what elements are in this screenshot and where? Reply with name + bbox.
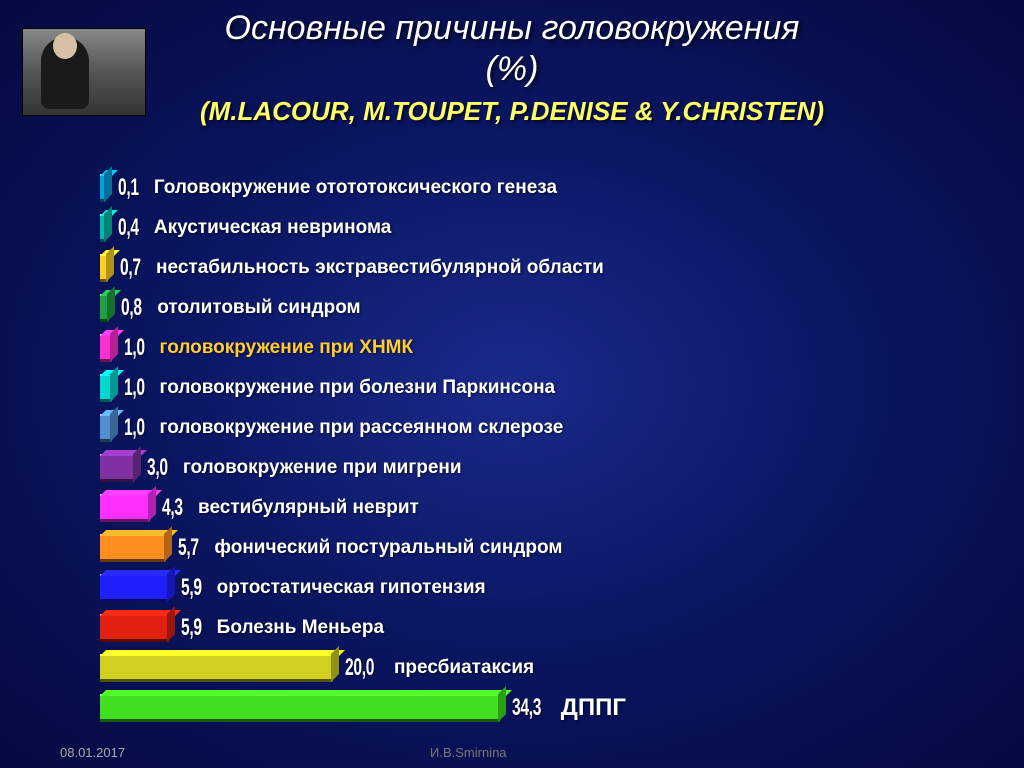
slide-subtitle: (M.LACOUR, M.TOUPET, P.DENISE & Y.CHRIST… — [0, 96, 1024, 127]
chart-bar — [100, 254, 108, 282]
chart-row: 0,1 Головокружение отототоксического гене… — [100, 170, 980, 206]
chart-value: 1,0 — [124, 414, 145, 442]
chart-bar — [100, 414, 112, 442]
chart-label: Болезнь Меньера — [217, 617, 384, 639]
slide-title: Основные причины головокружения (%) — [0, 0, 1024, 90]
chart-bar — [100, 614, 169, 642]
chart-label: отолитовый синдром — [157, 297, 360, 319]
chart-label: головокружение при ХНМК — [160, 337, 414, 359]
chart-bar — [100, 694, 500, 722]
chart-value: 1,0 — [124, 374, 145, 402]
chart-label: головокружение при мигрени — [183, 457, 462, 479]
chart-row: 3,0 головокружение при мигрени — [100, 450, 980, 486]
chart-value: 5,9 — [181, 614, 202, 642]
chart-bar — [100, 574, 169, 602]
chart-label: головокружение при болезни Паркинсона — [160, 377, 556, 399]
footer-date: 08.01.2017 — [60, 745, 125, 760]
chart-row: 1,0 головокружение при рассеянном склероз… — [100, 410, 980, 446]
causes-bar-chart: 0,1 Головокружение отототоксического гене… — [100, 170, 980, 730]
chart-bar — [100, 454, 135, 482]
chart-value: 4,3 — [162, 494, 183, 522]
chart-label: пресбиатаксия — [394, 657, 534, 679]
chart-value: 1,0 — [124, 334, 145, 362]
chart-value: 5,7 — [178, 534, 199, 562]
chart-bar — [100, 374, 112, 402]
chart-row: 20,0 пресбиатаксия — [100, 650, 980, 686]
chart-label: ортостатическая гипотензия — [217, 577, 486, 599]
presenter-avatar — [22, 28, 146, 116]
chart-bar — [100, 214, 106, 242]
chart-bar — [100, 334, 112, 362]
chart-label: ДППГ — [561, 694, 626, 722]
chart-row: 5,9 Болезнь Меньера — [100, 610, 980, 646]
chart-row: 0,7 нестабильность экстравестибулярной об… — [100, 250, 980, 286]
chart-value: 5,9 — [181, 574, 202, 602]
chart-row: 0,8 отолитовый синдром — [100, 290, 980, 326]
title-line-1: Основные причины головокружения — [225, 9, 800, 47]
chart-row: 4,3 вестибулярный неврит — [100, 490, 980, 526]
chart-label: фонический постуральный синдром — [214, 537, 562, 559]
chart-label: нестабильность экстравестибулярной облас… — [156, 257, 604, 279]
chart-label: Акустическая невринома — [154, 217, 391, 239]
chart-value: 0,8 — [121, 294, 142, 322]
chart-value: 0,7 — [120, 254, 141, 282]
chart-value: 0,1 — [118, 174, 139, 202]
title-line-2: (%) — [486, 50, 539, 88]
footer-author: И.В.Smirnina — [430, 745, 507, 760]
chart-row: 0,4 Акустическая невринома — [100, 210, 980, 246]
chart-value: 3,0 — [147, 454, 168, 482]
chart-bar — [100, 654, 333, 682]
chart-row: 34,3 ДППГ — [100, 690, 980, 726]
chart-bar — [100, 174, 106, 202]
chart-row: 1,0 головокружение при ХНМК — [100, 330, 980, 366]
chart-bar — [100, 534, 166, 562]
chart-value: 0,4 — [118, 214, 139, 242]
chart-bar — [100, 294, 109, 322]
chart-label: Головокружение отототоксического генеза — [154, 177, 557, 199]
chart-value: 20,0 — [345, 654, 374, 682]
chart-value: 34,3 — [512, 694, 541, 722]
chart-bar — [100, 494, 150, 522]
chart-label: головокружение при рассеянном склерозе — [160, 417, 564, 439]
chart-row: 5,7 фонический постуральный синдром — [100, 530, 980, 566]
chart-row: 5,9 ортостатическая гипотензия — [100, 570, 980, 606]
chart-row: 1,0 головокружение при болезни Паркинсона — [100, 370, 980, 406]
chart-label: вестибулярный неврит — [198, 497, 419, 519]
